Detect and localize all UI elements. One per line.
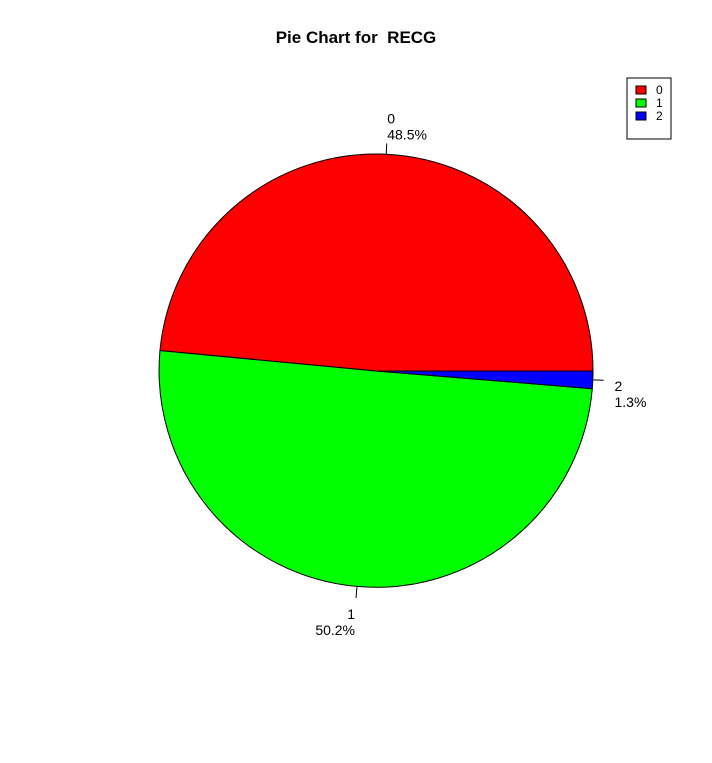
legend-box — [626, 77, 672, 140]
slice-category-label-0: 0 — [387, 111, 395, 127]
legend-label-2: 2 — [656, 109, 663, 123]
label-tick-1 — [355, 587, 358, 599]
pie-slice-1 — [158, 350, 593, 588]
chart-title: Pie Chart for RECG — [275, 28, 437, 47]
legend-label-0: 0 — [656, 83, 663, 97]
slice-category-label-2: 2 — [615, 378, 623, 394]
slice-percent-label-0: 48.5% — [387, 127, 427, 143]
slice-category-label-1: 1 — [347, 606, 355, 622]
slice-percent-label-2: 1.3% — [615, 394, 647, 410]
legend-swatch-1 — [635, 98, 647, 108]
legend-swatch-2 — [635, 111, 647, 121]
legend-label-1: 1 — [656, 96, 663, 110]
pie-slice-0 — [159, 153, 594, 372]
slice-percent-label-1: 50.2% — [315, 622, 355, 638]
label-tick-0 — [385, 143, 388, 155]
legend-swatch-0 — [635, 85, 647, 95]
